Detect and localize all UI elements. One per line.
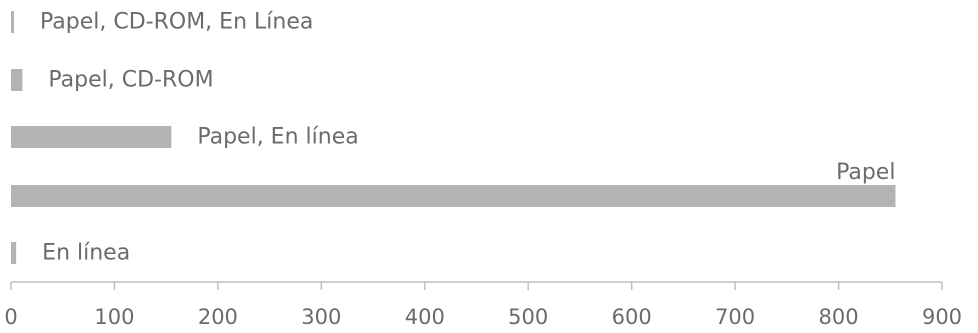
x-tick-label: 300 (301, 305, 341, 329)
x-tick-label: 900 (922, 305, 962, 329)
bar-category-label: Papel, CD-ROM (48, 68, 213, 93)
bar-category-label: En línea (42, 241, 130, 266)
bar (11, 185, 896, 207)
bar (11, 69, 23, 91)
x-tick-label: 800 (819, 305, 859, 329)
x-tick-label: 500 (508, 305, 548, 329)
bar (11, 126, 172, 148)
x-tick-label: 700 (715, 305, 755, 329)
bar (11, 242, 17, 264)
x-axis-ticks-group: 0 100 200 300 400 500 600 700 800 900 (4, 282, 962, 329)
x-tick-label: 200 (198, 305, 238, 329)
x-tick-label: 600 (612, 305, 652, 329)
bar-category-label: Papel, En línea (197, 125, 358, 150)
bar-category-label: Papel, CD-ROM, En Línea (40, 10, 313, 35)
bar-category-label: Papel (836, 160, 895, 185)
bars-group (11, 11, 896, 264)
x-tick-label: 100 (94, 305, 134, 329)
bar-labels-group: Papel, CD-ROM, En Línea Papel, CD-ROM Pape… (40, 10, 895, 266)
bar (11, 11, 14, 33)
x-tick-label: 400 (405, 305, 445, 329)
x-tick-label: 0 (4, 305, 17, 329)
